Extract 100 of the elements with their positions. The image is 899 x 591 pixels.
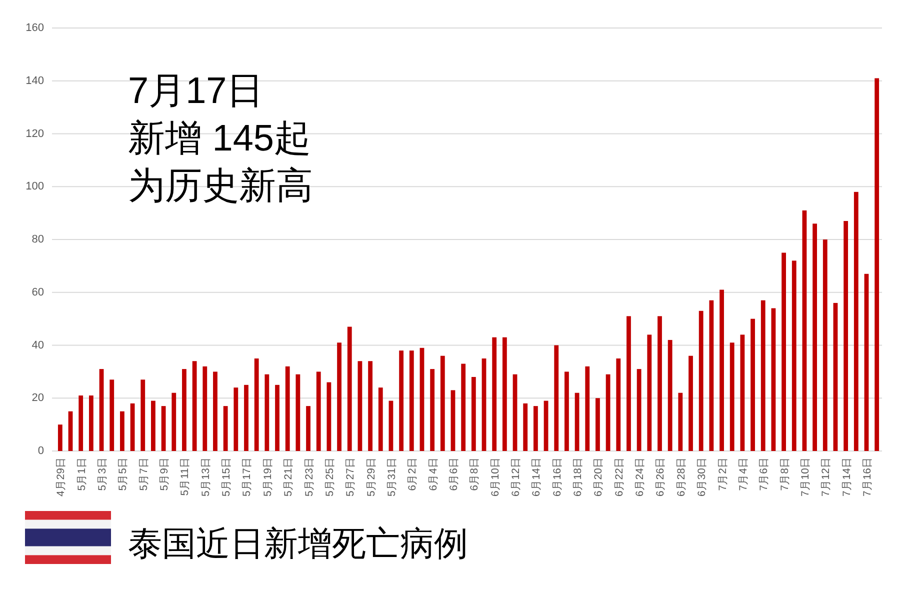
x-tick-label: 6月2日 xyxy=(406,457,419,491)
bar xyxy=(596,398,600,451)
bar xyxy=(151,400,156,451)
annotation: 新增 145起 xyxy=(128,118,312,158)
x-tick-label: 5月5日 xyxy=(117,457,130,491)
y-tick-label: 140 xyxy=(26,74,44,87)
bar xyxy=(130,403,135,451)
y-tick-label: 80 xyxy=(32,234,44,246)
x-tick-label: 6月26日 xyxy=(654,457,667,497)
x-tick-label: 6月18日 xyxy=(572,457,584,497)
bar xyxy=(512,374,518,451)
bar xyxy=(337,342,342,451)
bar xyxy=(658,316,662,451)
bar xyxy=(172,392,176,451)
annotation: 为历史新高 xyxy=(128,165,313,206)
bar xyxy=(523,403,528,451)
bar xyxy=(636,369,642,451)
bar xyxy=(378,388,383,451)
x-tick-label: 7月12日 xyxy=(820,457,832,497)
x-tick-label: 5月13日 xyxy=(200,457,212,497)
bar xyxy=(647,334,652,451)
bar xyxy=(698,310,704,451)
bar xyxy=(316,372,321,451)
bar xyxy=(420,348,424,451)
bar xyxy=(792,260,796,451)
bar xyxy=(854,192,858,451)
bar xyxy=(192,361,197,451)
bar xyxy=(388,400,394,451)
bar xyxy=(264,374,270,451)
bar xyxy=(822,240,828,451)
bar xyxy=(347,326,352,451)
bar xyxy=(275,384,280,451)
bar xyxy=(440,356,445,451)
x-tick-label: 7月16日 xyxy=(861,457,874,497)
x-tick-label: 5月21日 xyxy=(282,457,295,497)
bar xyxy=(213,372,218,451)
bar xyxy=(554,345,559,451)
bar xyxy=(564,372,569,451)
bar xyxy=(254,358,259,451)
y-tick-label: 20 xyxy=(32,392,44,404)
bar xyxy=(833,302,838,451)
y-tick-label: 120 xyxy=(26,128,44,140)
y-tick-label: 100 xyxy=(26,180,44,193)
x-tick-label: 7月10日 xyxy=(799,457,812,497)
x-tick-label: 6月4日 xyxy=(427,457,440,491)
annotation: 7月17日 xyxy=(128,70,264,111)
x-tick-label: 5月9日 xyxy=(158,457,171,491)
bar xyxy=(626,316,631,451)
bar xyxy=(285,366,290,451)
bar xyxy=(140,380,146,451)
x-tick-label: 6月14日 xyxy=(530,457,543,497)
bar xyxy=(482,358,486,451)
x-tick-label: 5月11日 xyxy=(179,457,192,496)
bar xyxy=(688,356,693,451)
bar xyxy=(771,308,776,451)
x-tick-label: 5月15日 xyxy=(220,457,233,497)
bar xyxy=(802,210,807,451)
bar xyxy=(223,406,228,451)
y-tick-label: 0 xyxy=(38,445,44,457)
x-tick-label: 6月12日 xyxy=(510,457,522,497)
bar xyxy=(99,369,104,451)
x-tick-label: 6月30日 xyxy=(696,457,708,497)
y-tick-label: 160 xyxy=(26,22,44,34)
bar xyxy=(409,350,414,451)
bar xyxy=(585,366,590,451)
bar xyxy=(668,340,672,451)
bar xyxy=(606,374,610,451)
x-tick-label: 6月22日 xyxy=(613,457,626,497)
x-tick-label: 5月3日 xyxy=(96,457,109,491)
bar xyxy=(450,390,456,451)
bar xyxy=(844,220,848,451)
x-tick-label: 5月1日 xyxy=(76,457,88,491)
bar xyxy=(471,376,476,451)
bar xyxy=(709,300,714,451)
bar xyxy=(740,334,745,451)
x-tick-label: 5月23日 xyxy=(303,457,316,497)
x-tick-label: 5月31日 xyxy=(386,457,398,497)
bar xyxy=(533,406,538,451)
x-tick-label: 5月17日 xyxy=(241,457,254,497)
bar xyxy=(368,361,372,451)
bar xyxy=(430,369,435,451)
bar xyxy=(760,300,766,451)
x-tick-label: 6月28日 xyxy=(675,457,688,497)
bar xyxy=(730,342,734,451)
y-tick-label: 60 xyxy=(32,286,44,298)
x-tick-label: 7月2日 xyxy=(716,457,729,491)
bar xyxy=(874,78,880,451)
bar xyxy=(492,337,497,451)
x-tick-label: 5月29日 xyxy=(365,457,378,497)
x-tick-label: 4月29日 xyxy=(55,457,68,497)
bar xyxy=(234,388,238,451)
bar xyxy=(502,337,507,451)
x-tick-label: 7月4日 xyxy=(737,457,750,491)
bar xyxy=(358,361,362,451)
bar xyxy=(296,374,300,451)
x-tick-label: 6月8日 xyxy=(468,457,481,491)
bar xyxy=(161,406,166,451)
x-tick-label: 5月27日 xyxy=(344,457,357,497)
bar xyxy=(720,290,724,451)
x-tick-label: 6月16日 xyxy=(551,457,564,497)
